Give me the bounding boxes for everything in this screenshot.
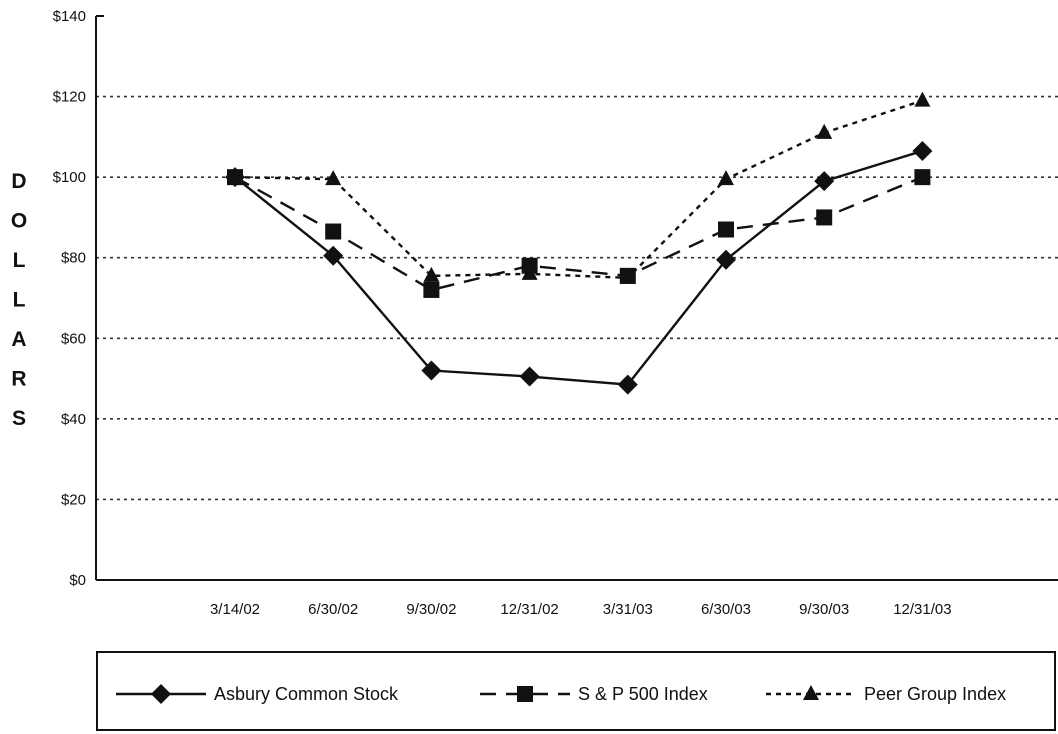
- line-chart: $0 $20 $40 $60 $80 $100 $120 $140 3/14/02 6/30/0…: [11, 8, 1058, 618]
- data-point-diamond: [814, 171, 835, 192]
- y-axis-label-letter: S: [12, 407, 26, 430]
- legend-item: Peer Group Index: [766, 684, 1006, 704]
- data-point-square: [521, 257, 538, 274]
- y-tick-label: $100: [53, 169, 86, 186]
- x-tick-label: 6/30/02: [308, 601, 358, 618]
- data-point-diamond: [912, 140, 933, 161]
- y-tick-label: $140: [53, 8, 86, 25]
- data-point-square: [619, 267, 636, 284]
- data-point-diamond: [421, 360, 442, 381]
- data-point-square: [423, 281, 440, 298]
- x-tick-label: 6/30/03: [701, 601, 751, 618]
- data-point-square: [816, 209, 833, 226]
- series-group: [225, 91, 933, 395]
- legend-label: Asbury Common Stock: [214, 684, 399, 704]
- data-point-diamond: [323, 245, 344, 266]
- data-point-triangle: [718, 170, 734, 186]
- data-point-triangle: [914, 91, 931, 107]
- y-tick-labels: $0 $20 $40 $60 $80 $100 $120 $140: [53, 8, 86, 589]
- series-diamond: [225, 140, 933, 395]
- series-line: [234, 149, 923, 386]
- y-tick-label: $60: [61, 330, 86, 347]
- legend-marker-triangle: [803, 685, 819, 700]
- legend-item: Asbury Common Stock: [116, 684, 399, 704]
- data-point-square: [718, 221, 734, 238]
- legend-marker-square: [517, 686, 533, 702]
- x-tick-label: 3/31/03: [603, 601, 653, 618]
- data-point-triangle: [325, 170, 342, 186]
- data-point-diamond: [617, 374, 638, 395]
- y-axis-label-letter: O: [11, 210, 27, 233]
- data-point-diamond: [225, 167, 245, 188]
- gridlines: [96, 15, 1058, 501]
- data-point-square: [914, 169, 931, 186]
- legend-items: Asbury Common Stock S & P 500 Index Peer G…: [116, 684, 1006, 704]
- x-tick-label: 12/31/02: [500, 601, 558, 618]
- data-point-square: [325, 223, 342, 240]
- legend-label: Peer Group Index: [864, 684, 1006, 704]
- data-point-diamond: [716, 249, 736, 270]
- series-line: [234, 176, 923, 292]
- y-tick-label: $80: [61, 250, 86, 267]
- y-axis-label-letter: R: [11, 368, 26, 391]
- data-point-triangle: [816, 123, 833, 139]
- y-tick-label: $20: [61, 491, 86, 508]
- y-tick-label: $40: [61, 411, 86, 428]
- legend: Asbury Common Stock S & P 500 Index Peer G…: [96, 651, 1056, 731]
- legend-label: S & P 500 Index: [578, 684, 708, 704]
- series-line: [234, 99, 923, 280]
- legend-item: S & P 500 Index: [480, 684, 708, 704]
- x-tick-labels: 3/14/02 6/30/02 9/30/02 12/31/02 3/31/03 6/30…: [210, 601, 952, 618]
- data-point-triangle: [423, 266, 440, 282]
- axes: [95, 16, 1058, 581]
- y-axis-label-letter: L: [13, 289, 26, 312]
- y-tick-label: $120: [53, 89, 86, 106]
- y-axis-label-letter: D: [11, 170, 26, 193]
- y-tick-label: $0: [69, 572, 86, 589]
- x-tick-label: 12/31/03: [893, 601, 951, 618]
- y-axis-label-letter: A: [11, 328, 26, 351]
- legend-marker-diamond: [151, 684, 171, 704]
- x-tick-label: 9/30/02: [406, 601, 456, 618]
- data-point-diamond: [519, 366, 540, 387]
- y-axis-label-letter: L: [13, 249, 26, 272]
- x-tick-label: 3/14/02: [210, 601, 260, 618]
- x-tick-label: 9/30/03: [799, 601, 849, 618]
